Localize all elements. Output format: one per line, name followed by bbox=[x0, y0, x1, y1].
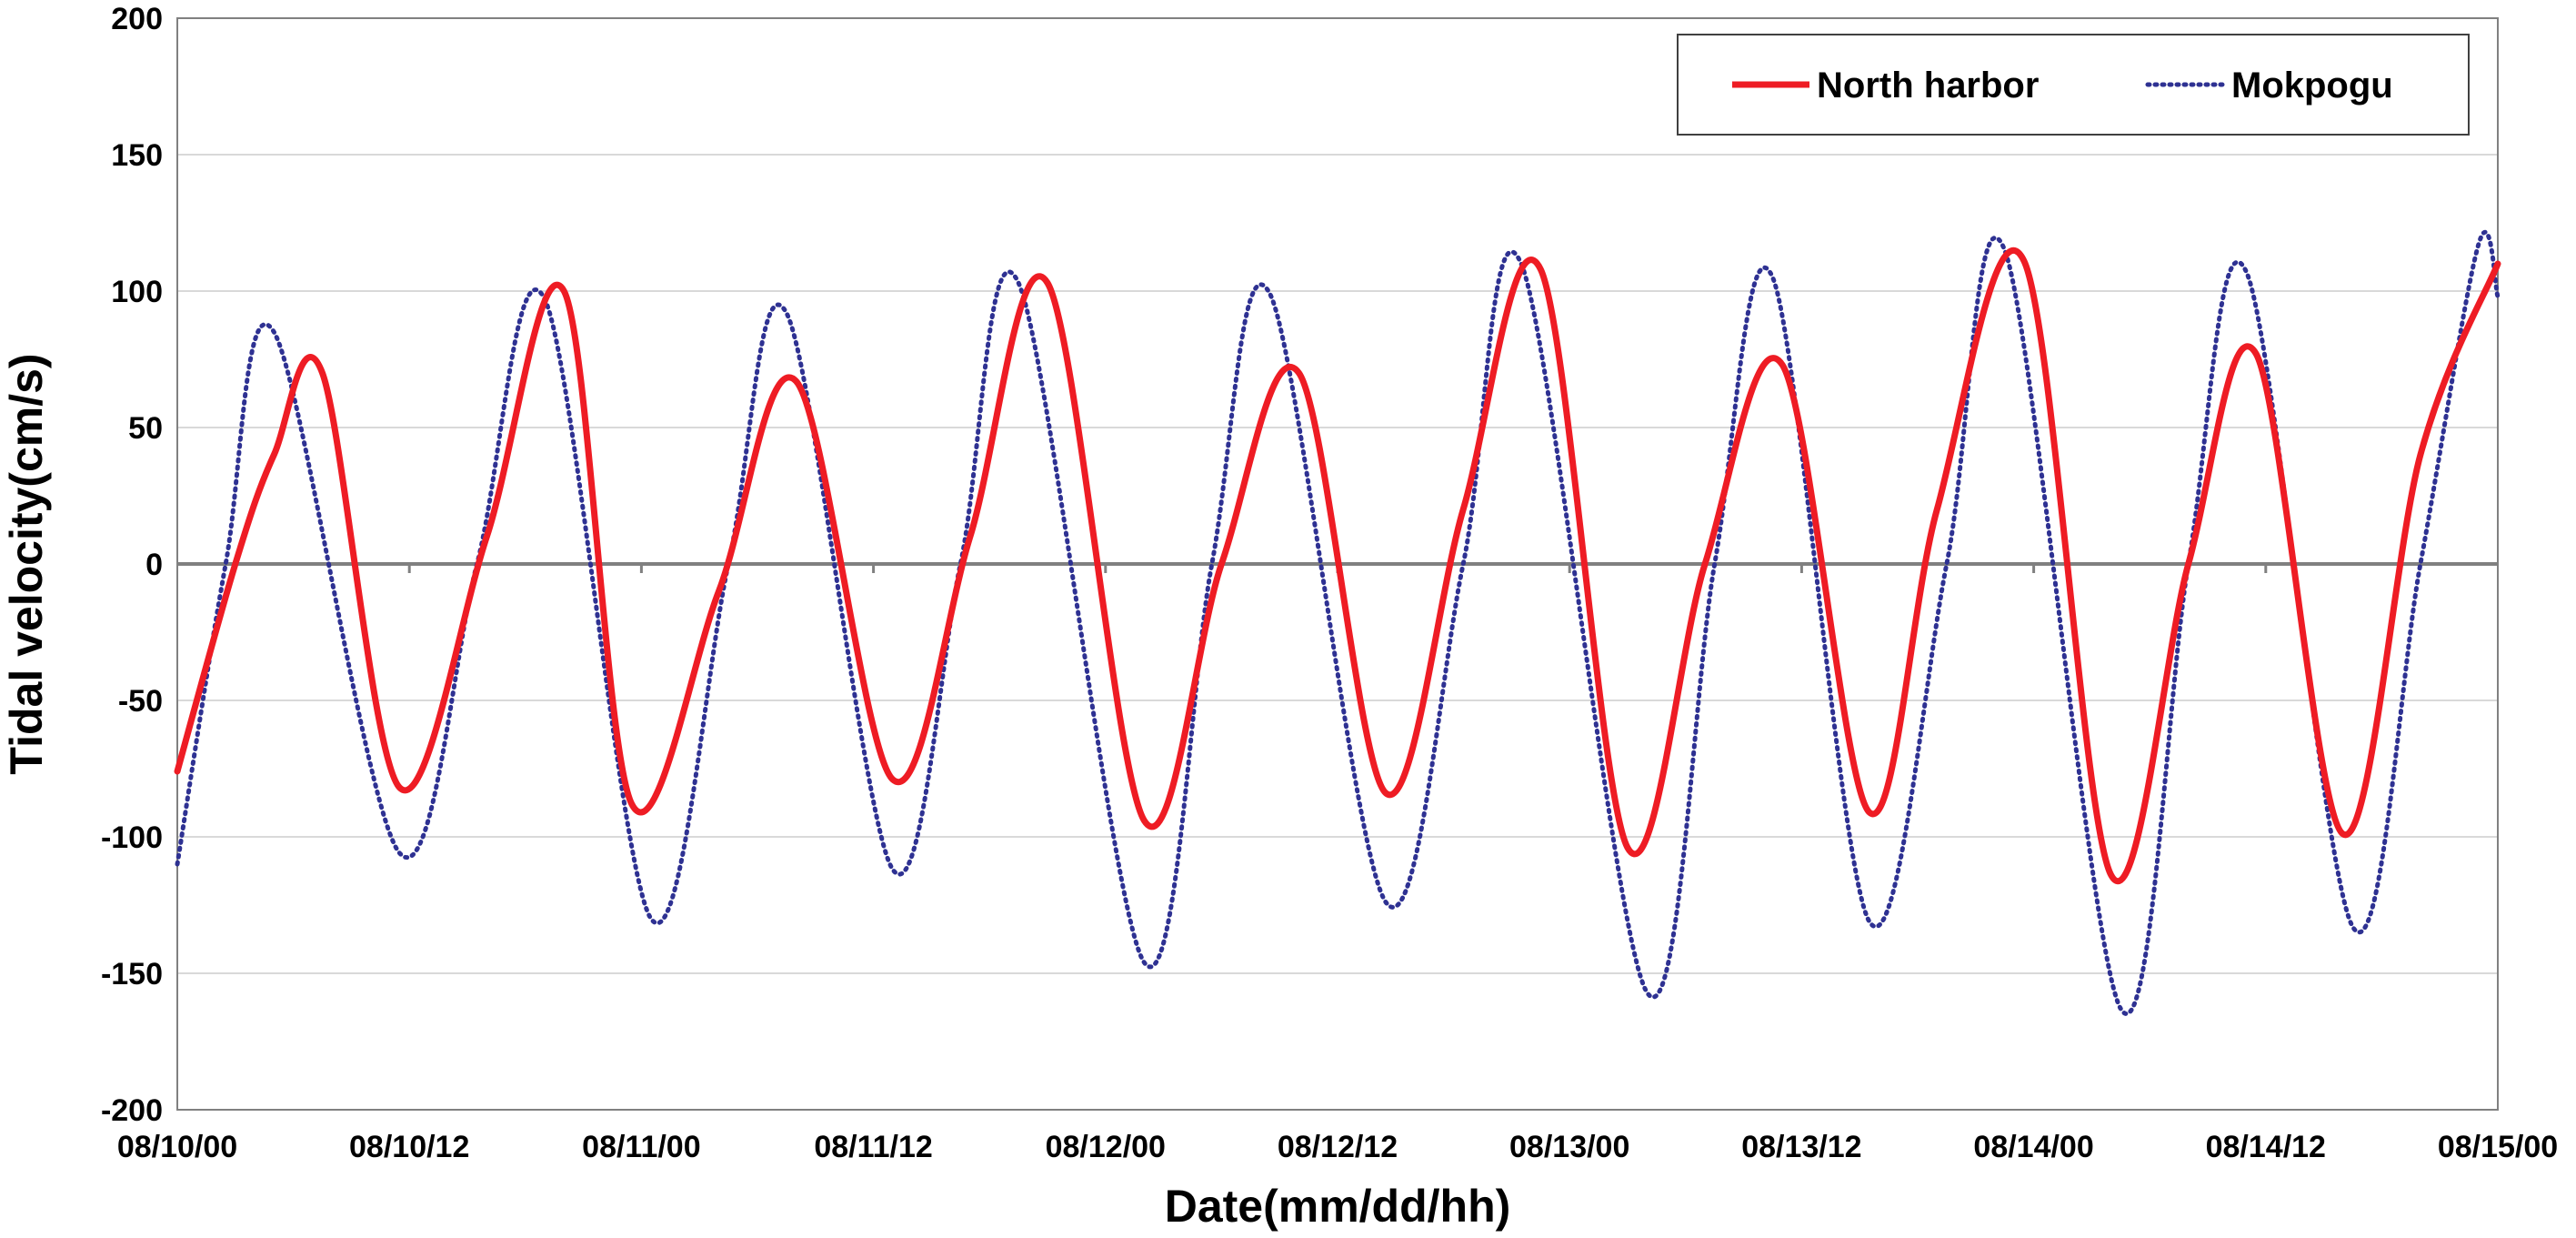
x-tick-label: 08/11/00 bbox=[582, 1130, 700, 1164]
y-tick-label: -50 bbox=[118, 684, 163, 719]
x-tick-label: 08/14/12 bbox=[2206, 1130, 2326, 1164]
series-line-mokpogu bbox=[175, 229, 2501, 1016]
series-line-north-harbor bbox=[174, 247, 2501, 885]
y-tick-label: 100 bbox=[111, 275, 163, 309]
x-tick-label: 08/10/00 bbox=[117, 1130, 237, 1164]
x-tick-label: 08/14/00 bbox=[1973, 1130, 2093, 1164]
y-tick-label: 200 bbox=[111, 2, 163, 36]
y-tick-label: -100 bbox=[101, 820, 163, 855]
y-tick-label: -150 bbox=[101, 957, 163, 991]
y-axis-title: Tidal velocity(cm/s) bbox=[1, 353, 52, 774]
legend-label-mokpogu: Mokpogu bbox=[2231, 65, 2393, 106]
y-axis-ticks: 200 150 100 50 0 -50 -100 -150 -200 bbox=[101, 2, 163, 1128]
y-tick-label: -200 bbox=[101, 1093, 163, 1128]
x-tick-label: 08/13/12 bbox=[1741, 1130, 1861, 1164]
legend-label-north-harbor: North harbor bbox=[1817, 65, 2039, 106]
legend: North harbor Mokpogu bbox=[1677, 34, 2470, 136]
x-tick-label: 08/11/12 bbox=[814, 1130, 932, 1164]
x-tick-label: 08/15/00 bbox=[2438, 1130, 2558, 1164]
x-tick-label: 08/13/00 bbox=[1509, 1130, 1629, 1164]
y-tick-label: 0 bbox=[145, 548, 163, 582]
x-axis-title: Date(mm/dd/hh) bbox=[1165, 1181, 1511, 1232]
x-tick-label: 08/12/12 bbox=[1278, 1130, 1398, 1164]
series-lines bbox=[174, 229, 2501, 1016]
y-tick-label: 150 bbox=[111, 138, 163, 173]
x-tick-label: 08/10/12 bbox=[349, 1130, 469, 1164]
x-axis-ticks: 08/10/00 08/10/12 08/11/00 08/11/12 08/12/00… bbox=[117, 564, 2558, 1164]
y-tick-label: 50 bbox=[128, 411, 163, 446]
x-tick-label: 08/12/00 bbox=[1046, 1130, 1166, 1164]
plot-area-border bbox=[176, 17, 2499, 1111]
